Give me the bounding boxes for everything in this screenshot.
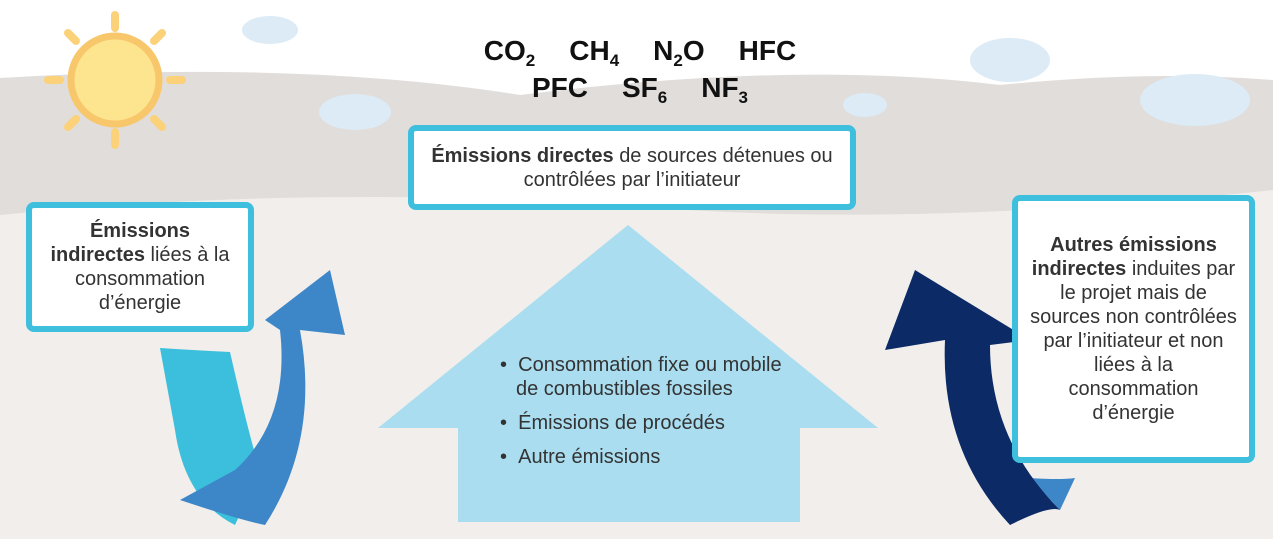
- gas-row: PFC SF6 NF3: [340, 72, 940, 108]
- gas: CH4: [569, 35, 619, 71]
- gas-base: N: [653, 35, 673, 66]
- gas-base: CO: [484, 35, 526, 66]
- gas: PFC: [532, 72, 588, 108]
- indirect-box: Émissions indirectes liées à la consomma…: [26, 202, 254, 332]
- gas: HFC: [739, 35, 797, 71]
- gas-sub: 4: [610, 51, 619, 70]
- house-item: Consommation fixe ou mobile de combustib…: [500, 353, 790, 401]
- gas-sub: 6: [658, 88, 667, 107]
- gas-sub: 3: [739, 88, 748, 107]
- gas-base: CH: [569, 35, 609, 66]
- gas: N2O: [653, 35, 704, 71]
- page: CO2CH4N2OHFC PFCSF6NF3 Émissions directe…: [0, 0, 1273, 539]
- house-item: Autre émissions: [500, 445, 790, 469]
- house-item: Émissions de procédés: [500, 411, 790, 435]
- box-bold: Émissions directes: [431, 145, 613, 167]
- gas-sub: 2: [526, 51, 535, 70]
- gas-sub: 2: [673, 51, 682, 70]
- gas-base: NF: [701, 72, 738, 103]
- direct-box: Émissions directes de sources détenues o…: [408, 125, 856, 210]
- gas-base: HFC: [739, 35, 797, 66]
- other-box: Autres émissions indirectes induites par…: [1012, 195, 1255, 463]
- gas-base: O: [683, 35, 705, 66]
- house-list: Consommation fixe ou mobile de combustib…: [500, 353, 790, 479]
- gas-base: SF: [622, 72, 658, 103]
- gas: CO2: [484, 35, 535, 71]
- gas: SF6: [622, 72, 667, 108]
- gas: NF3: [701, 72, 748, 108]
- sun: [48, 15, 182, 145]
- box-text: induites par le projet mais de sources n…: [1030, 258, 1237, 424]
- gas-base: PFC: [532, 72, 588, 103]
